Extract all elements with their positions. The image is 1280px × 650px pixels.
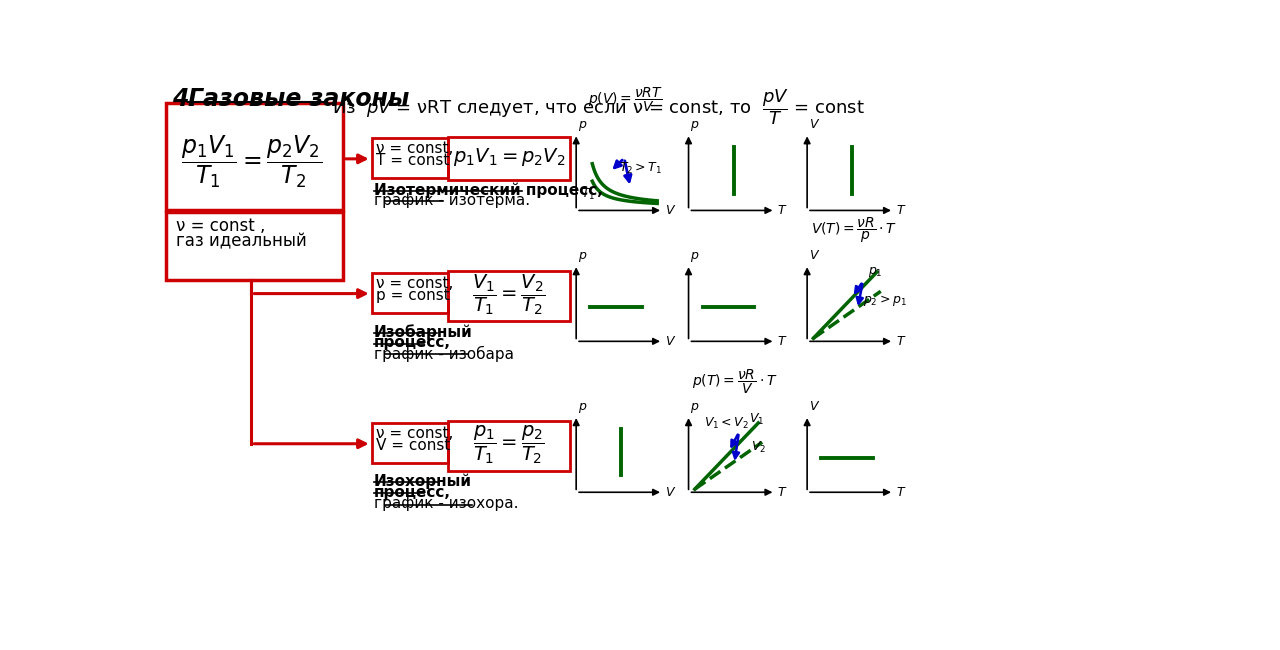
Text: $V(T) = \dfrac{\nu R}{p} \cdot T$: $V(T) = \dfrac{\nu R}{p} \cdot T$ xyxy=(812,216,897,245)
Text: газ идеальный: газ идеальный xyxy=(175,232,306,250)
Text: Из  $pV$ = νRT следует, что если ν = const, то  $\dfrac{pV}{T}$ = const: Из $pV$ = νRT следует, что если ν = cons… xyxy=(332,87,865,127)
Text: ν = const,: ν = const, xyxy=(376,141,453,156)
Text: T = const: T = const xyxy=(376,153,449,168)
Text: p: p xyxy=(690,118,698,131)
Text: $p_1$: $p_1$ xyxy=(868,265,882,279)
Text: $\dfrac{V_1}{T_1} = \dfrac{V_2}{T_2}$: $\dfrac{V_1}{T_1} = \dfrac{V_2}{T_2}$ xyxy=(472,273,545,317)
Text: $V_1$: $V_1$ xyxy=(749,412,764,427)
Bar xyxy=(166,212,343,280)
Text: ν = const ,: ν = const , xyxy=(175,216,265,235)
Bar xyxy=(448,421,570,471)
Text: V: V xyxy=(809,400,817,413)
Text: p: p xyxy=(690,400,698,413)
Text: $\dfrac{p_1}{T_1} = \dfrac{p_2}{T_2}$: $\dfrac{p_1}{T_1} = \dfrac{p_2}{T_2}$ xyxy=(472,424,544,467)
Text: T: T xyxy=(778,335,786,348)
Text: V = const: V = const xyxy=(376,438,451,453)
Text: 4.: 4. xyxy=(172,87,197,111)
Text: $T_2 > T_1$: $T_2 > T_1$ xyxy=(618,161,662,176)
Text: V: V xyxy=(666,204,673,217)
Text: ν = const,: ν = const, xyxy=(376,426,453,441)
Bar xyxy=(371,138,448,178)
Text: p: p xyxy=(690,249,698,262)
Text: график - изохора.: график - изохора. xyxy=(374,496,518,511)
Text: V: V xyxy=(809,118,817,131)
Text: процесс,: процесс, xyxy=(374,335,451,350)
Text: процесс,: процесс, xyxy=(374,484,451,500)
Bar xyxy=(371,273,448,313)
Text: V: V xyxy=(809,249,817,262)
Text: Изотермический процесс,: Изотермический процесс, xyxy=(374,183,603,198)
Text: Газовые законы: Газовые законы xyxy=(188,87,410,111)
Text: T: T xyxy=(896,486,904,499)
Text: график - изобара: график - изобара xyxy=(374,346,513,362)
Text: p: p xyxy=(577,118,586,131)
Text: p: p xyxy=(577,249,586,262)
Text: p: p xyxy=(577,400,586,413)
Text: ν = const,: ν = const, xyxy=(376,276,453,291)
Text: T: T xyxy=(896,335,904,348)
Text: $V_1 < V_2$: $V_1 < V_2$ xyxy=(704,416,749,431)
Text: $V_2$: $V_2$ xyxy=(750,439,765,455)
Text: T: T xyxy=(778,486,786,499)
Text: $p_1 V_1 = p_2 V_2$: $p_1 V_1 = p_2 V_2$ xyxy=(453,146,564,168)
Text: $p_2 > p_1$: $p_2 > p_1$ xyxy=(863,293,906,308)
Text: T: T xyxy=(778,204,786,217)
Text: T: T xyxy=(896,204,904,217)
Bar xyxy=(371,423,448,463)
Bar xyxy=(166,103,343,211)
Text: V: V xyxy=(666,486,673,499)
Text: Изобарный: Изобарный xyxy=(374,324,472,340)
Text: $\dfrac{p_1 V_1}{T_1} = \dfrac{p_2 V_2}{T_2}$: $\dfrac{p_1 V_1}{T_1} = \dfrac{p_2 V_2}{… xyxy=(180,133,323,190)
Text: Изохорный: Изохорный xyxy=(374,474,472,489)
Text: V: V xyxy=(666,335,673,348)
Text: $p(V) = \dfrac{\nu RT}{V}$: $p(V) = \dfrac{\nu RT}{V}$ xyxy=(588,86,663,114)
Text: p = const: p = const xyxy=(376,288,451,303)
Bar xyxy=(448,136,570,179)
Text: $T_1$: $T_1$ xyxy=(581,187,595,202)
Bar xyxy=(448,270,570,320)
Text: график - изотерма.: график - изотерма. xyxy=(374,194,530,209)
Text: $p(T) = \dfrac{\nu R}{V} \cdot T$: $p(T) = \dfrac{\nu R}{V} \cdot T$ xyxy=(692,368,778,396)
